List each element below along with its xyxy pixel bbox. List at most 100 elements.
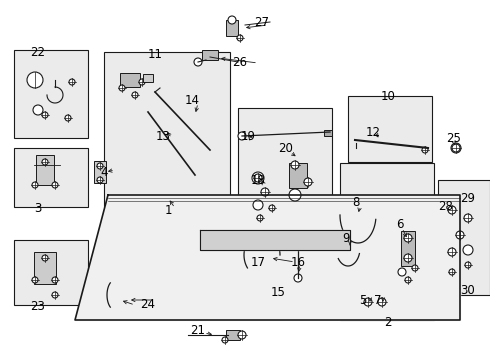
Circle shape [449,269,455,275]
Circle shape [42,112,48,118]
Text: 19: 19 [241,130,255,143]
Bar [289,162,307,188]
Circle shape [289,189,301,201]
Circle shape [42,159,48,165]
Circle shape [422,147,428,153]
Text: 8: 8 [352,195,360,208]
Text: 28: 28 [439,199,453,212]
Text: 1: 1 [164,203,172,216]
Bar [94,161,106,183]
Circle shape [52,292,58,298]
Bar [34,252,56,284]
Circle shape [237,35,243,41]
Text: 18: 18 [250,174,266,186]
Text: 13: 13 [155,130,171,144]
Circle shape [33,105,43,115]
Bar [226,20,238,36]
Circle shape [294,274,302,282]
Text: 5: 5 [359,293,367,306]
Bar [14,50,88,138]
Text: 10: 10 [381,90,395,103]
Text: 20: 20 [278,141,294,154]
Text: 25: 25 [446,131,462,144]
Text: 2: 2 [384,315,392,328]
Bar [324,130,332,136]
Circle shape [464,214,472,222]
Text: 21: 21 [191,324,205,337]
Text: 27: 27 [254,15,270,28]
Circle shape [378,298,386,306]
Circle shape [254,174,262,182]
Bar [340,163,434,320]
Bar [226,330,240,340]
Bar [14,240,88,305]
Circle shape [405,277,411,283]
FancyBboxPatch shape [216,231,250,249]
Circle shape [404,254,412,262]
Polygon shape [75,195,460,320]
Circle shape [42,255,48,261]
Circle shape [452,144,460,152]
Circle shape [65,115,71,121]
Circle shape [463,245,473,255]
Circle shape [451,143,461,153]
Circle shape [257,215,263,221]
Circle shape [97,177,103,183]
Circle shape [238,331,246,339]
Text: 30: 30 [461,284,475,297]
Bar [14,148,88,207]
Circle shape [139,79,145,85]
Text: 3: 3 [34,202,42,215]
Text: 12: 12 [366,126,381,139]
Circle shape [222,337,228,343]
Bar [238,108,332,290]
Bar [202,50,218,60]
Text: 7: 7 [374,293,382,306]
Text: 11: 11 [147,49,163,62]
Text: 4: 4 [100,166,108,179]
Circle shape [97,163,103,169]
Circle shape [194,58,202,66]
Bar [36,155,54,185]
Text: 9: 9 [342,231,350,244]
Bar [143,74,153,82]
Text: 15: 15 [270,285,286,298]
Text: 26: 26 [232,55,247,68]
Circle shape [465,262,471,268]
Circle shape [456,231,464,239]
Text: 14: 14 [185,94,199,107]
Circle shape [291,161,299,169]
Circle shape [27,72,43,88]
Bar [120,73,140,87]
Circle shape [52,182,58,188]
Circle shape [32,277,38,283]
Polygon shape [200,230,350,250]
Bar [348,96,432,162]
Circle shape [448,206,456,214]
Circle shape [228,16,236,24]
Circle shape [132,92,138,98]
Circle shape [412,265,418,271]
Circle shape [261,188,269,196]
Circle shape [398,268,406,276]
Circle shape [119,85,125,91]
Circle shape [32,182,38,188]
Circle shape [238,132,246,140]
Text: 6: 6 [396,219,404,231]
Text: 17: 17 [250,256,266,269]
Circle shape [448,248,456,256]
Text: 22: 22 [30,45,46,58]
Circle shape [252,172,264,184]
Circle shape [364,298,372,306]
Bar [438,180,490,295]
Bar [104,52,230,207]
Bar [401,230,415,266]
Circle shape [304,178,312,186]
Text: 29: 29 [461,192,475,204]
Text: 23: 23 [30,301,46,314]
Circle shape [69,79,75,85]
Circle shape [253,200,263,210]
Text: 16: 16 [291,256,305,269]
Circle shape [404,234,412,242]
Circle shape [269,205,275,211]
